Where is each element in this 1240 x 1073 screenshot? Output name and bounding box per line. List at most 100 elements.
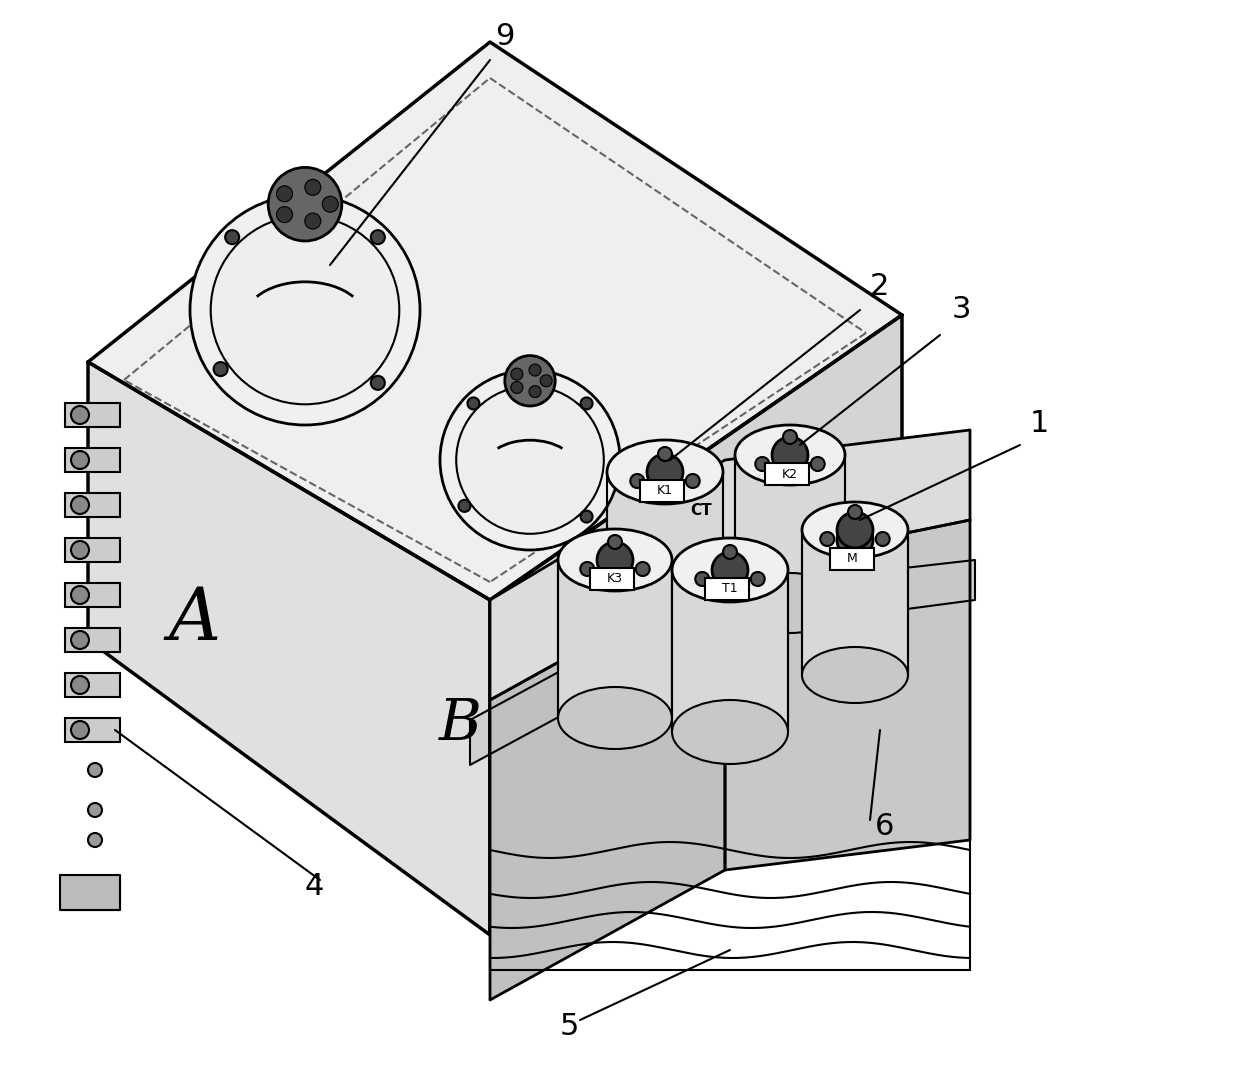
Bar bbox=[64, 493, 120, 517]
Bar bbox=[706, 578, 749, 600]
Polygon shape bbox=[490, 570, 725, 1000]
Circle shape bbox=[837, 512, 873, 548]
Text: 6: 6 bbox=[875, 812, 894, 841]
Circle shape bbox=[505, 355, 556, 406]
Text: K1: K1 bbox=[657, 485, 673, 498]
Bar bbox=[590, 568, 634, 590]
Bar bbox=[765, 464, 808, 485]
Polygon shape bbox=[558, 560, 672, 718]
Text: 2: 2 bbox=[870, 271, 889, 302]
Circle shape bbox=[211, 216, 399, 405]
Circle shape bbox=[723, 545, 737, 559]
Circle shape bbox=[658, 447, 672, 461]
Polygon shape bbox=[725, 520, 970, 870]
Polygon shape bbox=[88, 362, 490, 935]
Circle shape bbox=[71, 496, 89, 514]
Circle shape bbox=[371, 376, 384, 389]
Text: 5: 5 bbox=[560, 1012, 579, 1041]
Circle shape bbox=[467, 397, 480, 410]
Circle shape bbox=[213, 362, 228, 376]
Circle shape bbox=[875, 532, 890, 546]
Polygon shape bbox=[470, 560, 975, 765]
Circle shape bbox=[712, 552, 748, 588]
Text: A: A bbox=[169, 585, 221, 655]
Circle shape bbox=[322, 196, 339, 212]
Ellipse shape bbox=[735, 425, 844, 485]
Circle shape bbox=[226, 231, 239, 245]
Polygon shape bbox=[672, 570, 787, 732]
Text: M: M bbox=[847, 553, 857, 565]
Ellipse shape bbox=[672, 700, 787, 764]
Circle shape bbox=[529, 385, 541, 398]
Ellipse shape bbox=[802, 647, 908, 703]
Text: T1: T1 bbox=[722, 583, 738, 596]
Circle shape bbox=[71, 586, 89, 604]
Circle shape bbox=[71, 406, 89, 424]
Bar bbox=[830, 548, 874, 570]
Circle shape bbox=[456, 386, 604, 533]
Circle shape bbox=[686, 474, 699, 488]
Circle shape bbox=[596, 542, 632, 578]
Ellipse shape bbox=[558, 687, 672, 749]
Circle shape bbox=[821, 532, 835, 546]
Circle shape bbox=[529, 364, 541, 376]
Ellipse shape bbox=[802, 502, 908, 558]
Polygon shape bbox=[608, 472, 723, 627]
Circle shape bbox=[88, 833, 102, 847]
Bar bbox=[64, 673, 120, 697]
Text: 4: 4 bbox=[305, 872, 325, 901]
Text: 3: 3 bbox=[952, 295, 971, 324]
Circle shape bbox=[608, 535, 622, 549]
Text: 1: 1 bbox=[1030, 409, 1049, 438]
Polygon shape bbox=[735, 455, 844, 603]
Circle shape bbox=[71, 451, 89, 469]
Circle shape bbox=[440, 370, 620, 550]
Circle shape bbox=[268, 167, 342, 241]
Polygon shape bbox=[88, 42, 901, 600]
Text: K2: K2 bbox=[782, 468, 799, 481]
Circle shape bbox=[305, 214, 321, 229]
Bar bbox=[64, 449, 120, 472]
Circle shape bbox=[541, 374, 552, 386]
Circle shape bbox=[459, 500, 470, 512]
Bar bbox=[64, 538, 120, 562]
Ellipse shape bbox=[672, 538, 787, 602]
Text: 9: 9 bbox=[495, 23, 515, 52]
Circle shape bbox=[750, 572, 765, 586]
Ellipse shape bbox=[608, 440, 723, 504]
Bar bbox=[64, 718, 120, 743]
Circle shape bbox=[71, 541, 89, 559]
Circle shape bbox=[848, 505, 862, 519]
Circle shape bbox=[71, 721, 89, 739]
Circle shape bbox=[647, 454, 683, 490]
Bar bbox=[640, 480, 684, 502]
Ellipse shape bbox=[558, 529, 672, 591]
Text: B: B bbox=[439, 696, 481, 752]
Ellipse shape bbox=[608, 596, 723, 659]
Text: CT: CT bbox=[689, 503, 712, 518]
Circle shape bbox=[511, 382, 523, 394]
Circle shape bbox=[277, 207, 293, 222]
Circle shape bbox=[71, 676, 89, 694]
Circle shape bbox=[837, 521, 873, 558]
Circle shape bbox=[371, 231, 384, 245]
Circle shape bbox=[636, 562, 650, 576]
Circle shape bbox=[782, 430, 797, 444]
Circle shape bbox=[811, 457, 825, 471]
Circle shape bbox=[630, 474, 645, 488]
Bar bbox=[64, 403, 120, 427]
Polygon shape bbox=[490, 430, 970, 700]
Circle shape bbox=[696, 572, 709, 586]
Polygon shape bbox=[802, 530, 908, 675]
Circle shape bbox=[190, 195, 420, 425]
Polygon shape bbox=[490, 315, 901, 935]
Circle shape bbox=[277, 186, 293, 202]
Circle shape bbox=[511, 368, 523, 380]
Circle shape bbox=[305, 179, 321, 195]
Ellipse shape bbox=[735, 573, 844, 633]
Bar bbox=[64, 583, 120, 607]
Circle shape bbox=[755, 457, 769, 471]
Bar bbox=[64, 628, 120, 652]
Circle shape bbox=[71, 631, 89, 649]
Circle shape bbox=[88, 763, 102, 777]
